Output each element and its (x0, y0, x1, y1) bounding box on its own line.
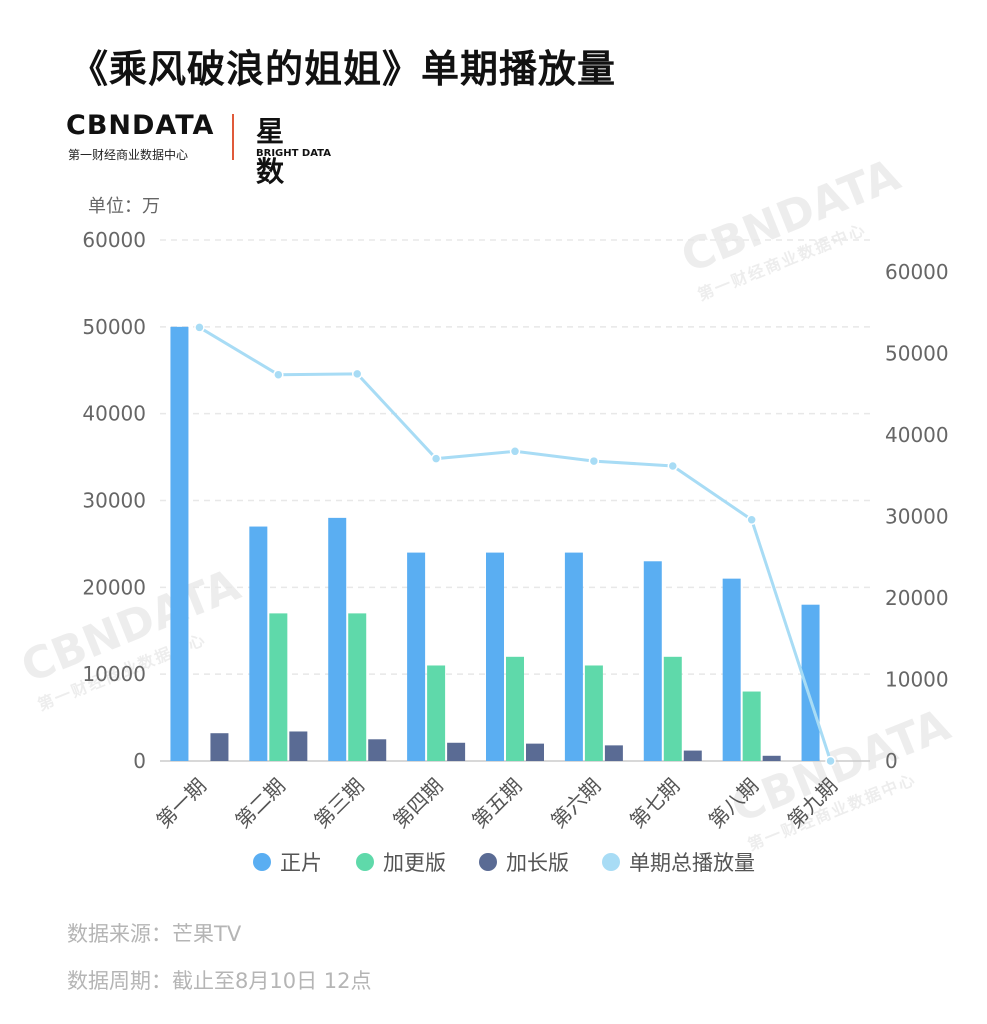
y-right-tick-label: 50000 (885, 342, 949, 366)
bar-zhengpian (249, 526, 268, 761)
line-point-total-plays (588, 455, 600, 467)
cbndata-logo-subtitle: 第一财经商业数据中心 (68, 148, 189, 162)
line-point-total-plays (667, 460, 679, 472)
bar-jiachang (447, 742, 466, 761)
y-left-tick-label: 60000 (82, 228, 146, 252)
line-point-total-plays (430, 453, 442, 464)
legend-swatch (602, 853, 620, 871)
legend-label: 加长版 (506, 851, 569, 875)
line-point-total-plays (825, 755, 836, 767)
bar-jiachang (210, 733, 229, 761)
cbndata-logo: CBNDATA (66, 110, 215, 141)
unit-label: 单位：万 (88, 196, 160, 217)
bar-jiachang (526, 743, 544, 761)
line-point-total-plays (509, 446, 521, 457)
legend-swatch (356, 853, 374, 871)
bar-jiachang (604, 745, 623, 761)
bar-jiachang (368, 739, 387, 761)
bar-jiageng (427, 665, 446, 761)
data-period: 数据周期：截止至8月10日 12点 (67, 969, 372, 993)
x-tick-label: 第五期 (467, 774, 526, 833)
y-left-tick-label: 20000 (82, 575, 146, 599)
line-point-total-plays (273, 369, 284, 380)
legend-swatch (253, 853, 271, 871)
bright-data-logo-subtitle: BRIGHT DATA (256, 148, 331, 159)
bar-jiageng (742, 691, 761, 761)
y-right-tick-label: 60000 (885, 260, 949, 284)
legend-label: 加更版 (383, 851, 446, 875)
x-tick-label: 第六期 (546, 774, 605, 833)
y-left-tick-label: 0 (133, 749, 146, 773)
bar-jiachang (762, 755, 781, 761)
bar-zhengpian (722, 578, 741, 761)
bar-zhengpian (407, 552, 426, 761)
line-point-total-plays (194, 322, 205, 333)
y-right-tick-label: 20000 (885, 586, 949, 610)
y-left-tick-label: 10000 (82, 662, 146, 686)
bar-jiachang (289, 731, 308, 761)
y-left-tick-label: 40000 (82, 402, 146, 426)
brand-divider (232, 114, 234, 160)
x-tick-label: 第一期 (152, 774, 211, 833)
y-right-tick-label: 30000 (885, 505, 949, 529)
bar-jiageng (584, 665, 603, 761)
y-right-tick-label: 0 (885, 749, 898, 773)
bar-zhengpian (801, 604, 820, 761)
bar-zhengpian (643, 561, 662, 761)
legend-label: 单期总播放量 (629, 851, 755, 875)
x-tick-label: 第九期 (783, 774, 842, 833)
bar-jiageng (269, 613, 288, 761)
bar-jiageng (506, 656, 524, 761)
x-tick-label: 第二期 (230, 774, 289, 833)
chart-area: 0 10000 20000 30000 40000 50000 60000 0 10000 200… (82, 228, 949, 875)
y-right-tick-label: 10000 (885, 668, 949, 692)
data-source: 数据来源：芒果TV (67, 922, 242, 946)
x-tick-label: 第七期 (625, 774, 684, 833)
x-tick-label: 第四期 (388, 774, 447, 833)
x-tick-label: 第八期 (704, 774, 763, 833)
chart-title: 《乘风破浪的姐姐》单期播放量 (70, 47, 617, 91)
y-right-tick-label: 40000 (885, 423, 949, 447)
legend-label: 正片 (280, 851, 322, 875)
bar-jiageng (663, 656, 682, 761)
bar-zhengpian (564, 552, 583, 761)
y-left-tick-label: 50000 (82, 315, 146, 339)
bar-zhengpian (328, 517, 347, 761)
x-tick-label: 第三期 (309, 774, 368, 833)
bar-jiageng (348, 613, 367, 761)
line-point-total-plays (351, 368, 363, 380)
bar-jiachang (683, 750, 702, 761)
bar-zhengpian (170, 326, 189, 761)
bar-zhengpian (486, 552, 504, 761)
legend-swatch (479, 853, 497, 871)
line-point-total-plays (746, 514, 757, 526)
bright-data-logo: 星数 (256, 115, 285, 188)
y-left-tick-label: 30000 (82, 489, 146, 513)
